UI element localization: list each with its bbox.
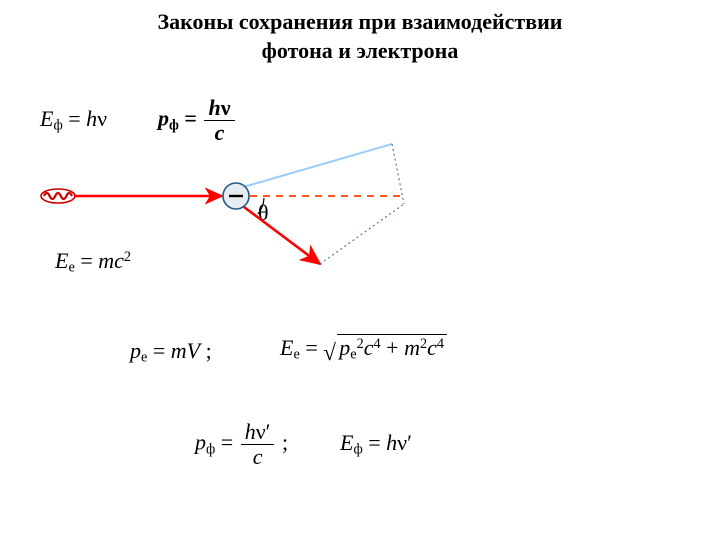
photon-wiggle-icon xyxy=(44,193,72,199)
page: Законы сохранения при взаимодействии фот… xyxy=(0,0,720,540)
scattering-diagram xyxy=(0,0,720,540)
parallelogram-edge-1 xyxy=(320,204,404,264)
electron-recoil-vector xyxy=(240,204,320,264)
theta-angle-arc xyxy=(258,198,264,214)
scattered-photon-vector xyxy=(240,144,392,188)
photon-source-icon xyxy=(41,189,75,203)
